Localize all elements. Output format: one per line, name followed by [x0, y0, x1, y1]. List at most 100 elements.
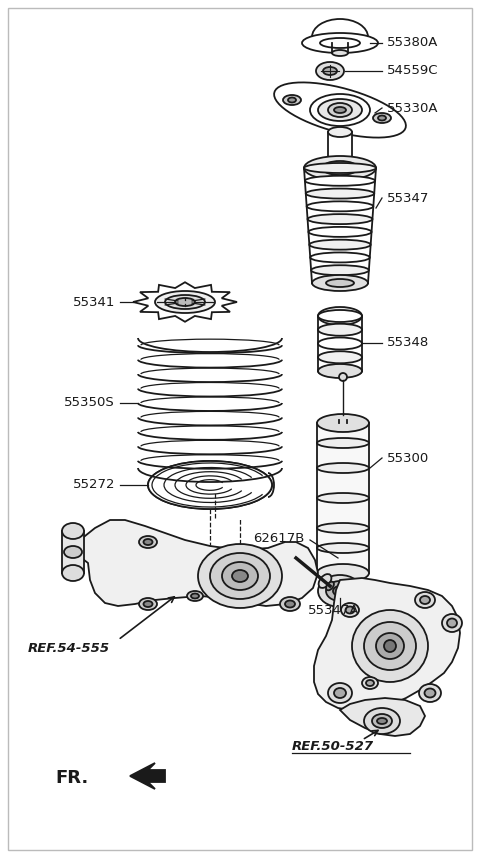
Ellipse shape: [322, 161, 358, 175]
Ellipse shape: [364, 622, 416, 670]
Ellipse shape: [155, 291, 215, 313]
Ellipse shape: [288, 98, 296, 102]
Ellipse shape: [175, 298, 195, 306]
Ellipse shape: [309, 227, 372, 237]
Text: REF.54-555: REF.54-555: [28, 642, 110, 655]
Ellipse shape: [323, 67, 337, 75]
Ellipse shape: [307, 202, 373, 211]
Ellipse shape: [346, 607, 355, 613]
Ellipse shape: [332, 50, 348, 56]
Ellipse shape: [318, 575, 362, 607]
Ellipse shape: [144, 601, 153, 607]
Ellipse shape: [285, 601, 295, 607]
Ellipse shape: [364, 708, 400, 734]
Ellipse shape: [194, 479, 226, 491]
Ellipse shape: [139, 598, 157, 610]
Ellipse shape: [311, 265, 369, 275]
Ellipse shape: [328, 683, 352, 703]
Text: 54559C: 54559C: [387, 64, 439, 77]
Text: 55347: 55347: [387, 191, 430, 204]
Ellipse shape: [310, 252, 370, 263]
Ellipse shape: [424, 688, 435, 698]
Ellipse shape: [165, 295, 205, 309]
Ellipse shape: [320, 38, 360, 48]
Ellipse shape: [326, 582, 334, 590]
Polygon shape: [340, 698, 425, 736]
Text: 62617B: 62617B: [253, 531, 305, 545]
Ellipse shape: [328, 127, 352, 137]
Ellipse shape: [442, 614, 462, 632]
Ellipse shape: [318, 323, 362, 335]
Ellipse shape: [62, 565, 84, 581]
Bar: [62, 531, 84, 573]
Ellipse shape: [378, 116, 386, 120]
Text: 55272: 55272: [72, 479, 115, 492]
Text: 55341: 55341: [72, 295, 115, 309]
Ellipse shape: [232, 570, 248, 582]
Ellipse shape: [148, 461, 272, 509]
Ellipse shape: [318, 310, 362, 322]
Ellipse shape: [317, 523, 369, 533]
Ellipse shape: [334, 107, 346, 113]
Ellipse shape: [306, 189, 374, 198]
Ellipse shape: [222, 562, 258, 590]
Bar: [317, 423, 369, 573]
Ellipse shape: [210, 553, 270, 599]
Text: REF.50-527: REF.50-527: [292, 740, 374, 752]
Ellipse shape: [280, 597, 300, 611]
Ellipse shape: [376, 633, 404, 659]
Ellipse shape: [318, 337, 362, 349]
Ellipse shape: [326, 581, 354, 601]
Ellipse shape: [164, 467, 256, 503]
Ellipse shape: [302, 33, 378, 53]
Polygon shape: [70, 520, 318, 606]
Ellipse shape: [328, 103, 352, 117]
Ellipse shape: [366, 680, 374, 686]
Ellipse shape: [309, 239, 371, 250]
Ellipse shape: [384, 640, 396, 652]
Ellipse shape: [341, 603, 359, 617]
Ellipse shape: [328, 165, 352, 175]
Ellipse shape: [318, 351, 362, 363]
Ellipse shape: [318, 364, 362, 378]
Ellipse shape: [318, 307, 362, 325]
Ellipse shape: [372, 714, 392, 728]
Ellipse shape: [352, 610, 428, 682]
Ellipse shape: [187, 591, 203, 601]
Ellipse shape: [317, 463, 369, 473]
Polygon shape: [314, 578, 460, 710]
Ellipse shape: [318, 365, 362, 377]
Ellipse shape: [326, 279, 354, 287]
Ellipse shape: [317, 414, 369, 432]
Ellipse shape: [304, 163, 376, 173]
Ellipse shape: [339, 373, 347, 381]
Ellipse shape: [179, 473, 241, 497]
Ellipse shape: [317, 564, 369, 582]
Ellipse shape: [420, 596, 430, 604]
Ellipse shape: [447, 619, 457, 627]
Ellipse shape: [317, 493, 369, 503]
Polygon shape: [274, 82, 406, 137]
Text: 55380A: 55380A: [387, 37, 438, 50]
Ellipse shape: [373, 113, 391, 123]
Ellipse shape: [336, 314, 344, 318]
Ellipse shape: [334, 688, 346, 698]
Ellipse shape: [310, 94, 370, 126]
Ellipse shape: [139, 536, 157, 548]
Ellipse shape: [415, 592, 435, 608]
Ellipse shape: [305, 176, 375, 186]
Text: 55330A: 55330A: [387, 101, 439, 114]
Text: FR.: FR.: [55, 769, 88, 787]
Bar: [328, 132, 352, 170]
Ellipse shape: [283, 95, 301, 105]
Ellipse shape: [332, 165, 348, 171]
Ellipse shape: [329, 312, 351, 320]
Ellipse shape: [304, 156, 376, 180]
Ellipse shape: [191, 594, 199, 599]
Ellipse shape: [312, 275, 368, 291]
Ellipse shape: [317, 543, 369, 553]
Ellipse shape: [64, 546, 82, 558]
Ellipse shape: [377, 718, 387, 724]
Text: 55348: 55348: [387, 336, 429, 349]
Ellipse shape: [419, 684, 441, 702]
